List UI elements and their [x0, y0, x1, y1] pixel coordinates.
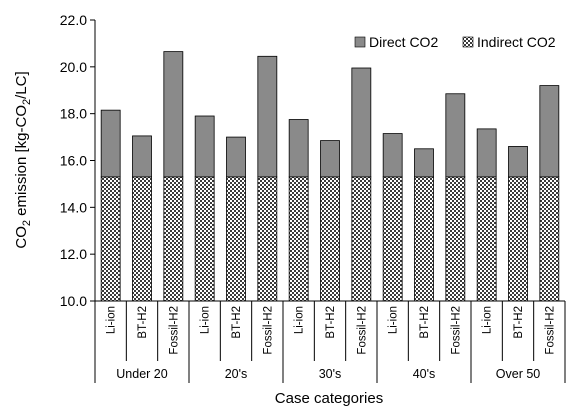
category-label: Fossil-H2	[168, 306, 180, 355]
category-label: Li-ion	[482, 306, 494, 334]
y-tick-label: 12.0	[60, 246, 87, 262]
x-axis-title: Case categories	[275, 390, 383, 407]
group-label: 40's	[413, 367, 436, 381]
bar-direct-co2	[100, 109, 121, 178]
category-label: Li-ion	[294, 306, 306, 334]
category-label: Li-ion	[200, 306, 212, 334]
category-label: Fossil-H2	[544, 306, 556, 355]
category-label: BT-H2	[513, 306, 525, 339]
bar-indirect-co2	[445, 176, 466, 302]
group-label: Over 50	[496, 367, 541, 381]
bar-indirect-co2	[508, 176, 528, 302]
bar-indirect-co2	[132, 176, 152, 302]
svg-text:CO2 emission [kg-CO2/LC]: CO2 emission [kg-CO2/LC]	[13, 71, 33, 248]
bar-direct-co2	[320, 140, 340, 178]
group-labels: Under 20 20's 30's 40's Over 50	[94, 361, 566, 383]
y-tick-labels: 10.0 12.0 14.0 16.0 18.0 20.0 22.0	[60, 12, 95, 309]
bar-indirect-co2	[539, 176, 560, 302]
bar-direct-co2	[132, 135, 152, 178]
bar-direct-co2	[288, 119, 309, 178]
bar-direct-co2	[257, 55, 278, 178]
bar-indirect-co2	[288, 176, 309, 302]
group-label: 20's	[225, 367, 248, 381]
bar-indirect-co2	[100, 176, 121, 302]
bar-direct-co2	[382, 133, 403, 178]
bar-direct-co2	[226, 136, 246, 178]
bar-indirect-co2	[476, 176, 497, 302]
y-tick-label: 20.0	[60, 59, 87, 75]
axes	[94, 20, 565, 302]
category-label: BT-H2	[325, 306, 337, 339]
bar-direct-co2	[163, 51, 184, 178]
legend-swatch-indirect	[462, 36, 474, 48]
bar-indirect-co2	[382, 176, 403, 302]
category-label: Li-ion	[106, 306, 118, 334]
y-tick-label: 10.0	[60, 293, 87, 309]
legend-swatch-direct	[354, 36, 366, 48]
legend-label-indirect: Indirect CO2	[477, 34, 556, 50]
bar-indirect-co2	[194, 176, 215, 302]
y-tick-label: 14.0	[60, 199, 87, 215]
y-tick-label: 16.0	[60, 153, 87, 169]
group-label: 30's	[319, 367, 342, 381]
bar-direct-co2	[445, 93, 466, 178]
bar-indirect-co2	[226, 176, 246, 302]
legend-label-direct: Direct CO2	[369, 34, 438, 50]
bar-direct-co2	[508, 146, 528, 178]
bar-indirect-co2	[414, 176, 434, 302]
bar-direct-co2	[414, 148, 434, 178]
category-label: Fossil-H2	[356, 306, 368, 355]
category-label: Li-ion	[388, 306, 400, 334]
bars	[100, 51, 560, 302]
bar-indirect-co2	[257, 176, 278, 302]
category-label: BT-H2	[231, 306, 243, 339]
bar-indirect-co2	[351, 176, 372, 302]
category-labels: Li-ion BT-H2 Fossil-H2 Li-ion BT-H2 Fossil-H2…	[94, 301, 566, 361]
y-axis-title: CO2 emission [kg-CO2/LC]	[13, 71, 33, 248]
bar-direct-co2	[539, 85, 560, 178]
category-label: Fossil-H2	[262, 306, 274, 355]
category-label: BT-H2	[137, 306, 149, 339]
group-label: Under 20	[116, 367, 167, 381]
bar-direct-co2	[351, 67, 372, 178]
bar-indirect-co2	[163, 176, 184, 302]
bar-indirect-co2	[320, 176, 340, 302]
category-label: BT-H2	[419, 306, 431, 339]
bar-direct-co2	[194, 115, 215, 178]
legend: Direct CO2 Indirect CO2	[354, 34, 556, 50]
category-label: Fossil-H2	[450, 306, 462, 355]
y-tick-label: 22.0	[60, 12, 87, 28]
bar-direct-co2	[476, 128, 497, 178]
y-tick-label: 18.0	[60, 106, 87, 122]
